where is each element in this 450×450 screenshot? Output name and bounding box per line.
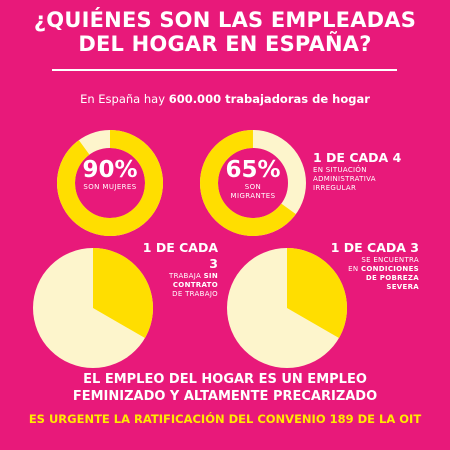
migrants-donut-arc [200, 130, 296, 236]
poverty-line-2-bold: CONDICIONES [360, 265, 419, 273]
contract-pie-chart [33, 248, 153, 368]
conclusion-text: EL EMPLEO DEL HOGAR ES UN EMPLEO FEMINIZ… [0, 371, 450, 405]
poverty-line-2-pre: EN [348, 265, 361, 273]
contract-line-2: CONTRATO [172, 281, 218, 289]
conclusion-line-1: EL EMPLEO DEL HOGAR ES UN EMPLEO [83, 372, 367, 387]
migrants-label-2: MIGRANTES [230, 192, 276, 200]
poverty-stat: 1 DE CADA 3 SE ENCUENTRA EN CONDICIONES … [316, 240, 419, 292]
women-value: 90% [82, 157, 138, 183]
migrants-stat: 65% SON MIGRANTES [198, 158, 308, 201]
contract-stat: 1 DE CADA 3 TRABAJA SIN CONTRATO DE TRAB… [135, 240, 218, 299]
migrants-donut-chart [200, 130, 306, 236]
admin-stat: 1 DE CADA 4 EN SITUACIÓN ADMINISTRATIVA … [313, 150, 433, 193]
poverty-pie-slice [287, 248, 347, 338]
admin-head: 1 DE CADA 4 [313, 150, 402, 165]
title-line-1: ¿QUIÉNES SON LAS EMPLEADAS [33, 8, 417, 32]
migrants-value: 65% [225, 157, 281, 183]
women-stat: 90% SON MUJERES [55, 158, 165, 192]
contract-pie-slice [93, 248, 153, 338]
women-donut-arc [57, 130, 163, 236]
title-line-2: DEL HOGAR EN ESPAÑA? [78, 32, 372, 56]
poverty-line-4: SEVERA [386, 283, 419, 291]
intro-prefix: En España hay [80, 92, 169, 106]
conclusion-line-2: FEMINIZADO Y ALTAMENTE PRECARIZADO [72, 389, 378, 404]
poverty-head: 1 DE CADA 3 [330, 240, 419, 255]
women-label: SON MUJERES [83, 183, 137, 191]
migrants-label-1: SON [244, 183, 262, 191]
admin-line-3: IRREGULAR [313, 184, 357, 192]
urgent-call: ES URGENTE LA RATIFICACIÓN DEL CONVENIO … [28, 412, 422, 426]
poverty-line-3: DE POBREZA [365, 274, 419, 282]
poverty-pie-chart [227, 248, 347, 368]
contract-line-3: DE TRABAJO [172, 290, 218, 298]
page-title: ¿QUIÉNES SON LAS EMPLEADAS DEL HOGAR EN … [0, 8, 450, 56]
title-divider [52, 69, 397, 71]
women-donut-chart [57, 130, 163, 236]
admin-line-2: ADMINISTRATIVA [313, 175, 376, 183]
contract-head: 1 DE CADA 3 [142, 240, 218, 271]
intro-text: En España hay 600.000 trabajadoras de ho… [0, 92, 450, 106]
contract-line-1-pre: TRABAJA [169, 272, 204, 280]
admin-line-1: EN SITUACIÓN [313, 166, 367, 174]
contract-line-1-bold: SIN [203, 272, 218, 280]
poverty-line-1: SE ENCUENTRA [361, 256, 419, 264]
intro-highlight: 600.000 trabajadoras de hogar [168, 92, 370, 106]
